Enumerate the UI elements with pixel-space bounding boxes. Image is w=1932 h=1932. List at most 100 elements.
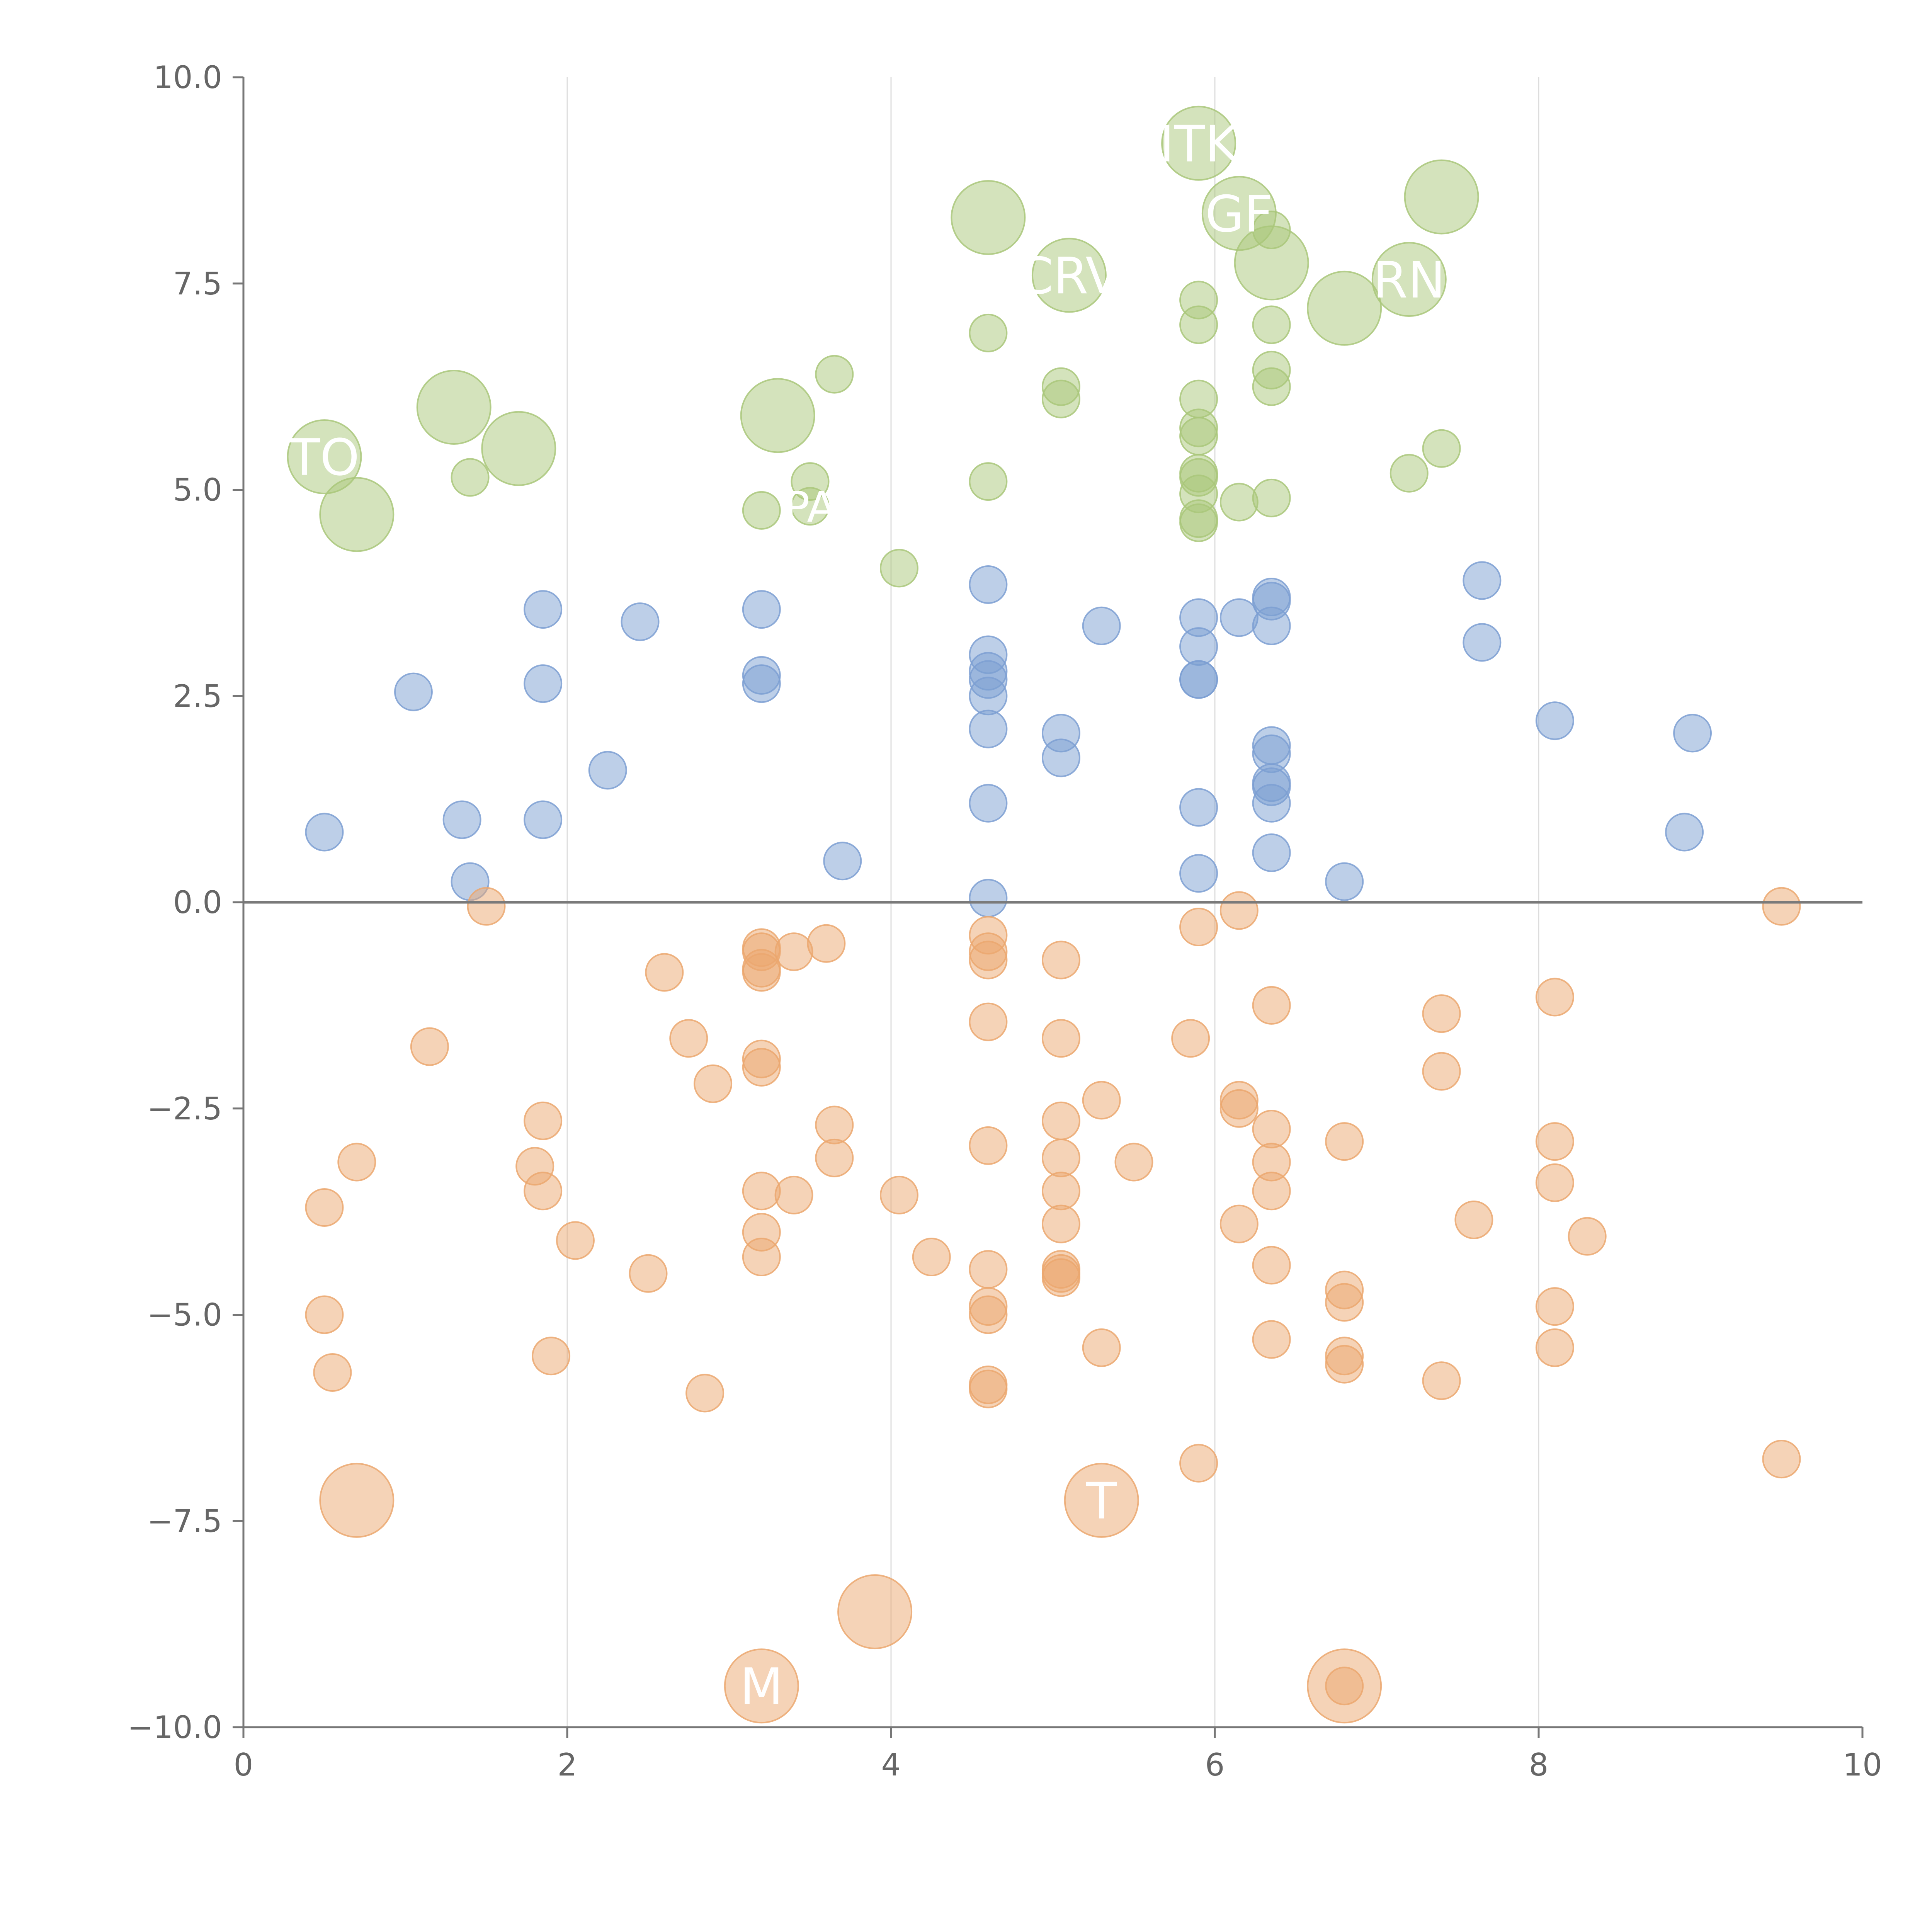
data-point	[1179, 1444, 1218, 1483]
data-point	[837, 1574, 913, 1650]
data-point	[1252, 606, 1291, 645]
data-point	[815, 1138, 854, 1177]
data-point	[1219, 598, 1259, 637]
data-point	[791, 487, 830, 526]
data-point	[1041, 1138, 1080, 1177]
data-point	[969, 1250, 1008, 1289]
data-label: ITK	[1160, 115, 1239, 173]
data-point	[1535, 1328, 1574, 1367]
data-point	[1762, 887, 1801, 926]
data-point	[1082, 606, 1121, 645]
data-point	[742, 1172, 781, 1211]
data-label: TO	[289, 428, 360, 487]
data-point	[1041, 1019, 1080, 1058]
data-label: PA	[784, 482, 836, 532]
data-point	[774, 1175, 813, 1214]
data-point	[524, 664, 563, 703]
data-point	[287, 419, 362, 495]
data-point	[524, 590, 563, 629]
data-point	[524, 1101, 563, 1140]
x-tick-label: 2	[558, 1747, 577, 1783]
data-point	[1179, 788, 1218, 827]
data-point	[1041, 379, 1080, 418]
data-point	[1179, 305, 1218, 344]
data-point	[1252, 1246, 1291, 1285]
labels-layer: TO CRV ITK GF RN PA M T	[289, 115, 1446, 1716]
data-point	[1179, 908, 1218, 947]
data-point	[442, 800, 481, 839]
data-point	[313, 1353, 352, 1392]
data-point	[319, 1463, 395, 1538]
data-point	[1064, 1463, 1139, 1538]
data-point	[1535, 1163, 1574, 1202]
data-point	[969, 313, 1008, 352]
data-point	[969, 1365, 1008, 1404]
data-point	[410, 1027, 449, 1066]
data-point	[451, 458, 490, 497]
data-point	[1422, 1052, 1461, 1091]
data-point	[1179, 854, 1218, 893]
data-point	[1252, 1320, 1291, 1359]
data-point	[1252, 986, 1291, 1025]
data-point	[1252, 210, 1291, 249]
data-point	[823, 842, 862, 881]
y-tick-label: 5.0	[173, 472, 222, 508]
data-point	[1179, 503, 1218, 542]
data-point	[305, 1295, 344, 1334]
data-point	[621, 602, 660, 641]
data-point	[951, 180, 1026, 255]
x-tick-label: 8	[1529, 1747, 1549, 1783]
data-point	[1404, 159, 1479, 235]
data-point	[740, 378, 815, 453]
data-point	[394, 672, 433, 711]
data-point	[774, 932, 813, 971]
data-point	[1535, 701, 1574, 740]
y-tick-label: −5.0	[147, 1297, 222, 1333]
data-point	[1307, 270, 1382, 346]
data-point	[556, 1221, 595, 1260]
data-point	[588, 751, 627, 790]
x-tick-label: 4	[881, 1747, 901, 1783]
data-point	[1325, 862, 1364, 901]
data-point	[879, 549, 918, 588]
data-label: RN	[1373, 251, 1446, 310]
data-point	[1325, 1667, 1364, 1706]
data-point	[645, 953, 684, 992]
data-point	[1041, 1172, 1080, 1211]
data-point	[969, 677, 1008, 716]
data-point	[416, 370, 492, 445]
data-point	[1161, 105, 1236, 181]
data-point	[969, 879, 1008, 918]
data-point	[1665, 813, 1704, 852]
data-point	[1252, 305, 1291, 344]
data-point	[969, 709, 1008, 748]
data-point	[337, 1143, 376, 1182]
data-label: GF	[1205, 185, 1273, 243]
data-point	[1371, 242, 1447, 317]
y-tick-label: 10.0	[153, 60, 222, 95]
data-point	[969, 784, 1008, 823]
data-point	[1252, 1110, 1291, 1149]
data-point	[685, 1374, 724, 1413]
data-point	[305, 1188, 344, 1227]
y-tick-label: −10.0	[128, 1709, 222, 1745]
data-point	[1041, 940, 1080, 980]
data-point	[1219, 891, 1259, 930]
data-point	[1041, 1258, 1080, 1297]
data-point	[912, 1238, 951, 1277]
data-point	[467, 887, 506, 926]
data-label: M	[740, 1657, 783, 1716]
data-point	[1082, 1328, 1121, 1367]
data-point	[1325, 1345, 1364, 1384]
data-point	[1179, 627, 1218, 666]
axes-layer: −10.0 −7.5 −5.0 −2.5 0.0 2.5 5.0 7.5 10.0 0 2 4 6 8 10	[128, 60, 1882, 1783]
data-label: T	[1086, 1472, 1117, 1531]
data-point	[481, 411, 556, 486]
data-point	[969, 565, 1008, 604]
data-point	[815, 355, 854, 394]
data-point	[724, 1648, 799, 1724]
data-point	[742, 949, 781, 988]
data-point	[1041, 1101, 1080, 1140]
data-point	[1179, 660, 1218, 699]
